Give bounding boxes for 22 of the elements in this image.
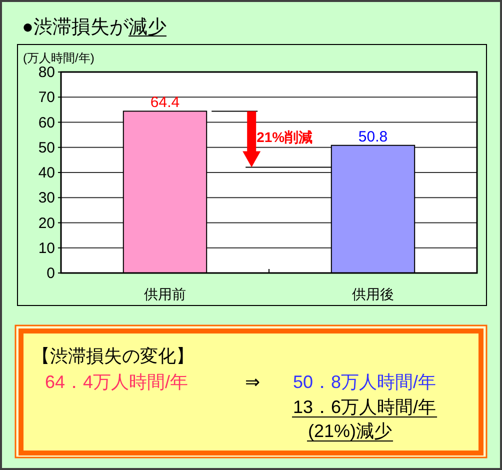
data-label: 50.8 bbox=[358, 128, 388, 146]
text: 64．4万人時間/年 bbox=[45, 372, 188, 392]
text: (21%)減少 bbox=[308, 421, 392, 441]
x-tick-label: 供用前 bbox=[144, 286, 186, 302]
y-tick-label: 50 bbox=[38, 139, 55, 156]
y-tick-label: 10 bbox=[38, 240, 55, 257]
y-tick-label: 70 bbox=[38, 89, 55, 106]
y-tick-label: 20 bbox=[38, 214, 55, 232]
x-tick-label: 供用後 bbox=[352, 286, 394, 302]
y-tick-label: 30 bbox=[38, 190, 55, 207]
data-label: 64.4 bbox=[150, 94, 180, 112]
y-tick-label: 60 bbox=[38, 114, 55, 132]
y-tick-label: 80 bbox=[38, 64, 55, 81]
chart-title: ●渋滞損失が減少 bbox=[22, 17, 166, 38]
text: 【渋滞損失の変化】 bbox=[32, 346, 194, 366]
y-tick-label: 0 bbox=[46, 265, 55, 282]
y-tick-label: 40 bbox=[38, 164, 55, 182]
text: 50．8万人時間/年 bbox=[293, 372, 436, 392]
text: 13．6万人時間/年 bbox=[293, 397, 436, 417]
annotation: 21%削減 bbox=[256, 129, 313, 146]
text: ⇒ bbox=[245, 372, 260, 392]
y-axis-title: (万人時間/年) bbox=[23, 51, 94, 65]
